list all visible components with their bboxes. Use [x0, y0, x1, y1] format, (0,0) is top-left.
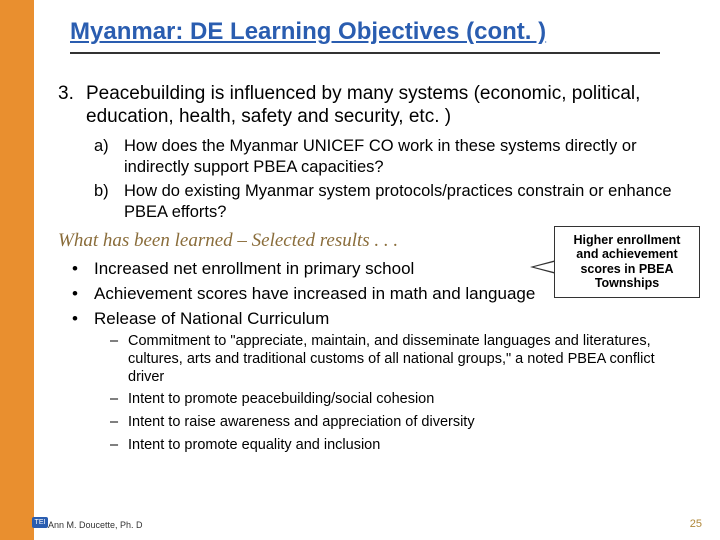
bullet-marker: •: [72, 283, 94, 305]
bullet-marker: •: [72, 308, 94, 330]
dash-item: – Intent to promote peacebuilding/social…: [110, 391, 678, 409]
sub-text: How do existing Myanmar system protocols…: [124, 181, 678, 222]
dash-marker: –: [110, 333, 128, 386]
accent-sidebar: [0, 0, 34, 540]
dash-text: Intent to raise awareness and appreciati…: [128, 414, 678, 432]
dash-text: Intent to promote equality and inclusion: [128, 437, 678, 455]
sub-marker: a): [94, 136, 124, 177]
bullet-item: • Release of National Curriculum: [72, 308, 678, 330]
slide-title: Myanmar: DE Learning Objectives (cont. ): [70, 18, 660, 54]
footer-author: Ann M. Doucette, Ph. D: [48, 520, 143, 530]
dash-item: – Intent to raise awareness and apprecia…: [110, 414, 678, 432]
footer-logo: TEI: [32, 517, 48, 528]
numbered-item-3: 3. Peacebuilding is influenced by many s…: [58, 82, 678, 128]
sub-text: How does the Myanmar UNICEF CO work in t…: [124, 136, 678, 177]
dash-marker: –: [110, 391, 128, 409]
dash-marker: –: [110, 414, 128, 432]
sub-questions: a) How does the Myanmar UNICEF CO work i…: [94, 136, 678, 222]
dash-text: Commitment to "appreciate, maintain, and…: [128, 333, 678, 386]
list-number: 3.: [58, 82, 86, 128]
sub-item: b) How do existing Myanmar system protoc…: [94, 181, 678, 222]
bullet-marker: •: [72, 258, 94, 280]
list-text: Peacebuilding is influenced by many syst…: [86, 82, 678, 128]
bullet-text: Release of National Curriculum: [94, 308, 678, 330]
page-number: 25: [690, 518, 702, 530]
dash-marker: –: [110, 437, 128, 455]
callout-box: Higher enrollment and achievement scores…: [554, 226, 700, 298]
dash-item: – Intent to promote equality and inclusi…: [110, 437, 678, 455]
sub-marker: b): [94, 181, 124, 222]
sub-item: a) How does the Myanmar UNICEF CO work i…: [94, 136, 678, 177]
dash-item: – Commitment to "appreciate, maintain, a…: [110, 333, 678, 386]
sub-bullets: – Commitment to "appreciate, maintain, a…: [110, 333, 678, 454]
dash-text: Intent to promote peacebuilding/social c…: [128, 391, 678, 409]
